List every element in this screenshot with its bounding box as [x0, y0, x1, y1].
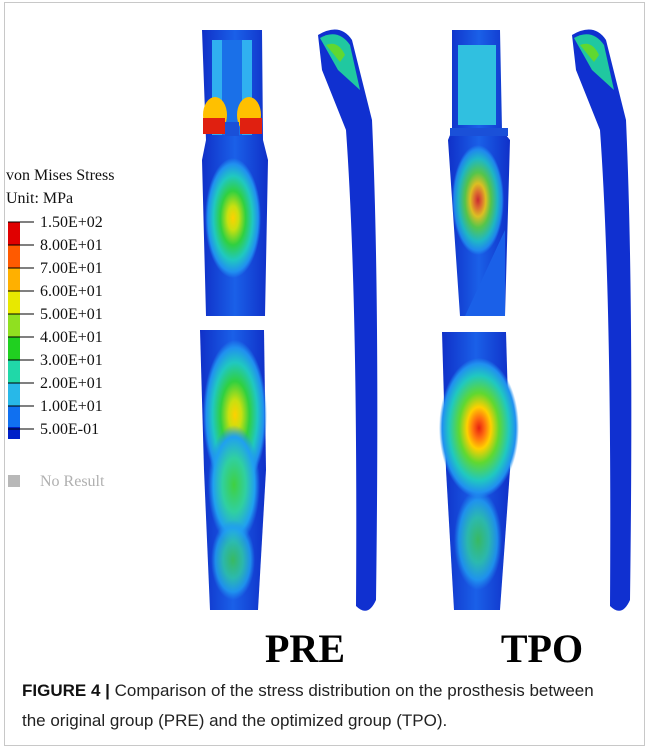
- legend-swatch: [8, 360, 20, 383]
- page: von Mises Stress Unit: MPa 1.50E+02 8.00E…: [0, 0, 651, 750]
- pre-upper-model: [202, 30, 268, 316]
- legend-label: 4.00E+01: [40, 329, 103, 346]
- legend: 1.50E+02 8.00E+01 7.00E+01 6.00E+01 5.00E+01…: [8, 214, 103, 439]
- tpo-upper-model: [448, 30, 510, 316]
- panel-label: TPO: [501, 626, 583, 670]
- legend-label: 7.00E+01: [40, 260, 103, 277]
- tpo-lower-model: [439, 332, 519, 610]
- legend-label: 2.00E+01: [40, 375, 103, 392]
- panel-label: PRE: [265, 626, 345, 670]
- legend-swatch: [8, 245, 20, 268]
- pre-rod-model: [318, 30, 377, 611]
- tpo-rod-model: [572, 30, 631, 611]
- legend-swatch: [8, 406, 20, 429]
- caption: FIGURE 4 | Comparison of the stress dist…: [22, 676, 622, 736]
- legend-swatch: [8, 383, 20, 406]
- no-result-label: No Result: [40, 473, 105, 490]
- legend-title: von Mises Stress: [6, 167, 114, 184]
- legend-swatch: [8, 291, 20, 314]
- legend-swatch: [8, 314, 20, 337]
- legend-swatch: [8, 222, 20, 245]
- figure: von Mises Stress Unit: MPa 1.50E+02 8.00E…: [0, 0, 651, 670]
- caption-label: FIGURE 4 |: [22, 681, 110, 700]
- legend-label: 3.00E+01: [40, 352, 103, 369]
- pre-lower-model: [200, 330, 267, 610]
- no-result-swatch: [8, 475, 20, 487]
- legend-label: 1.50E+02: [40, 214, 103, 231]
- legend-label: 1.00E+01: [40, 398, 103, 415]
- legend-label: 6.00E+01: [40, 283, 103, 300]
- legend-label: 5.00E+01: [40, 306, 103, 323]
- legend-label: 8.00E+01: [40, 237, 103, 254]
- legend-unit: Unit: MPa: [6, 190, 73, 207]
- legend-label: 5.00E-01: [40, 421, 99, 438]
- legend-swatch: [8, 337, 20, 360]
- legend-swatch: [8, 268, 20, 291]
